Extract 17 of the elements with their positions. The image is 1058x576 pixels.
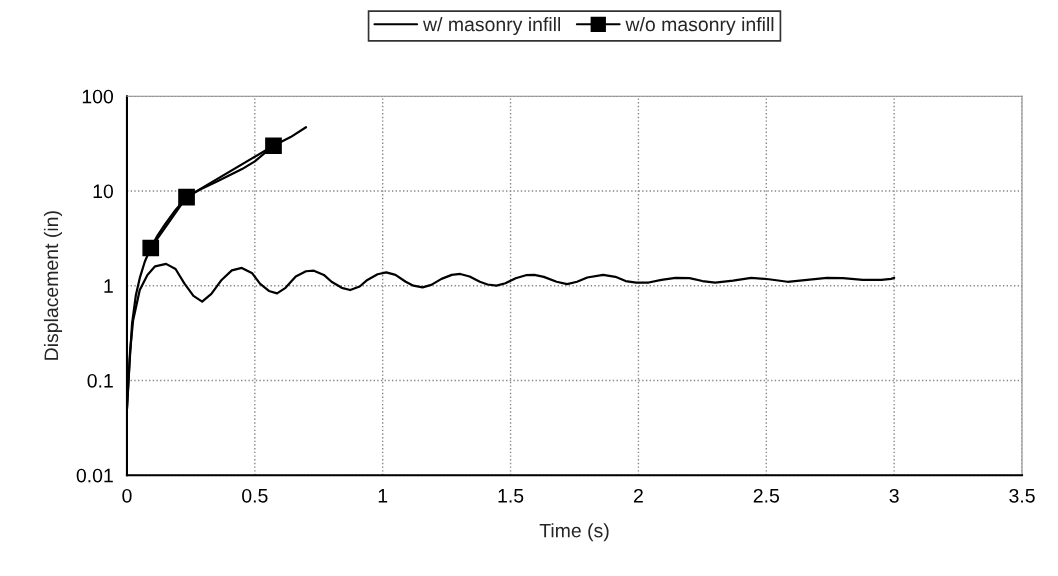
y-tick-label: 1 — [104, 279, 113, 293]
legend-label: w/o masonry infill — [625, 17, 774, 36]
y-tick-label: 0.01 — [76, 468, 113, 483]
y-axis-title: Displacement (in) — [43, 211, 63, 360]
legend-label: w/ masonry infill — [422, 17, 561, 36]
x-tick-label: 2 — [634, 488, 643, 503]
x-tick-label: 0.5 — [242, 488, 268, 503]
x-tick-label: 0 — [122, 488, 132, 503]
x-tick-label: 1.5 — [498, 489, 524, 503]
y-tick-label: 10 — [93, 184, 114, 199]
x-tick-label: 3.5 — [1009, 488, 1035, 503]
x-tick-label: 2.5 — [753, 488, 779, 503]
y-tick-label: 100 — [82, 89, 114, 104]
x-tick-label: 3 — [889, 488, 899, 503]
x-tick-label: 1 — [378, 489, 388, 503]
y-tick-label: 0.1 — [87, 373, 113, 388]
x-axis-title: Time (s) — [539, 523, 609, 542]
